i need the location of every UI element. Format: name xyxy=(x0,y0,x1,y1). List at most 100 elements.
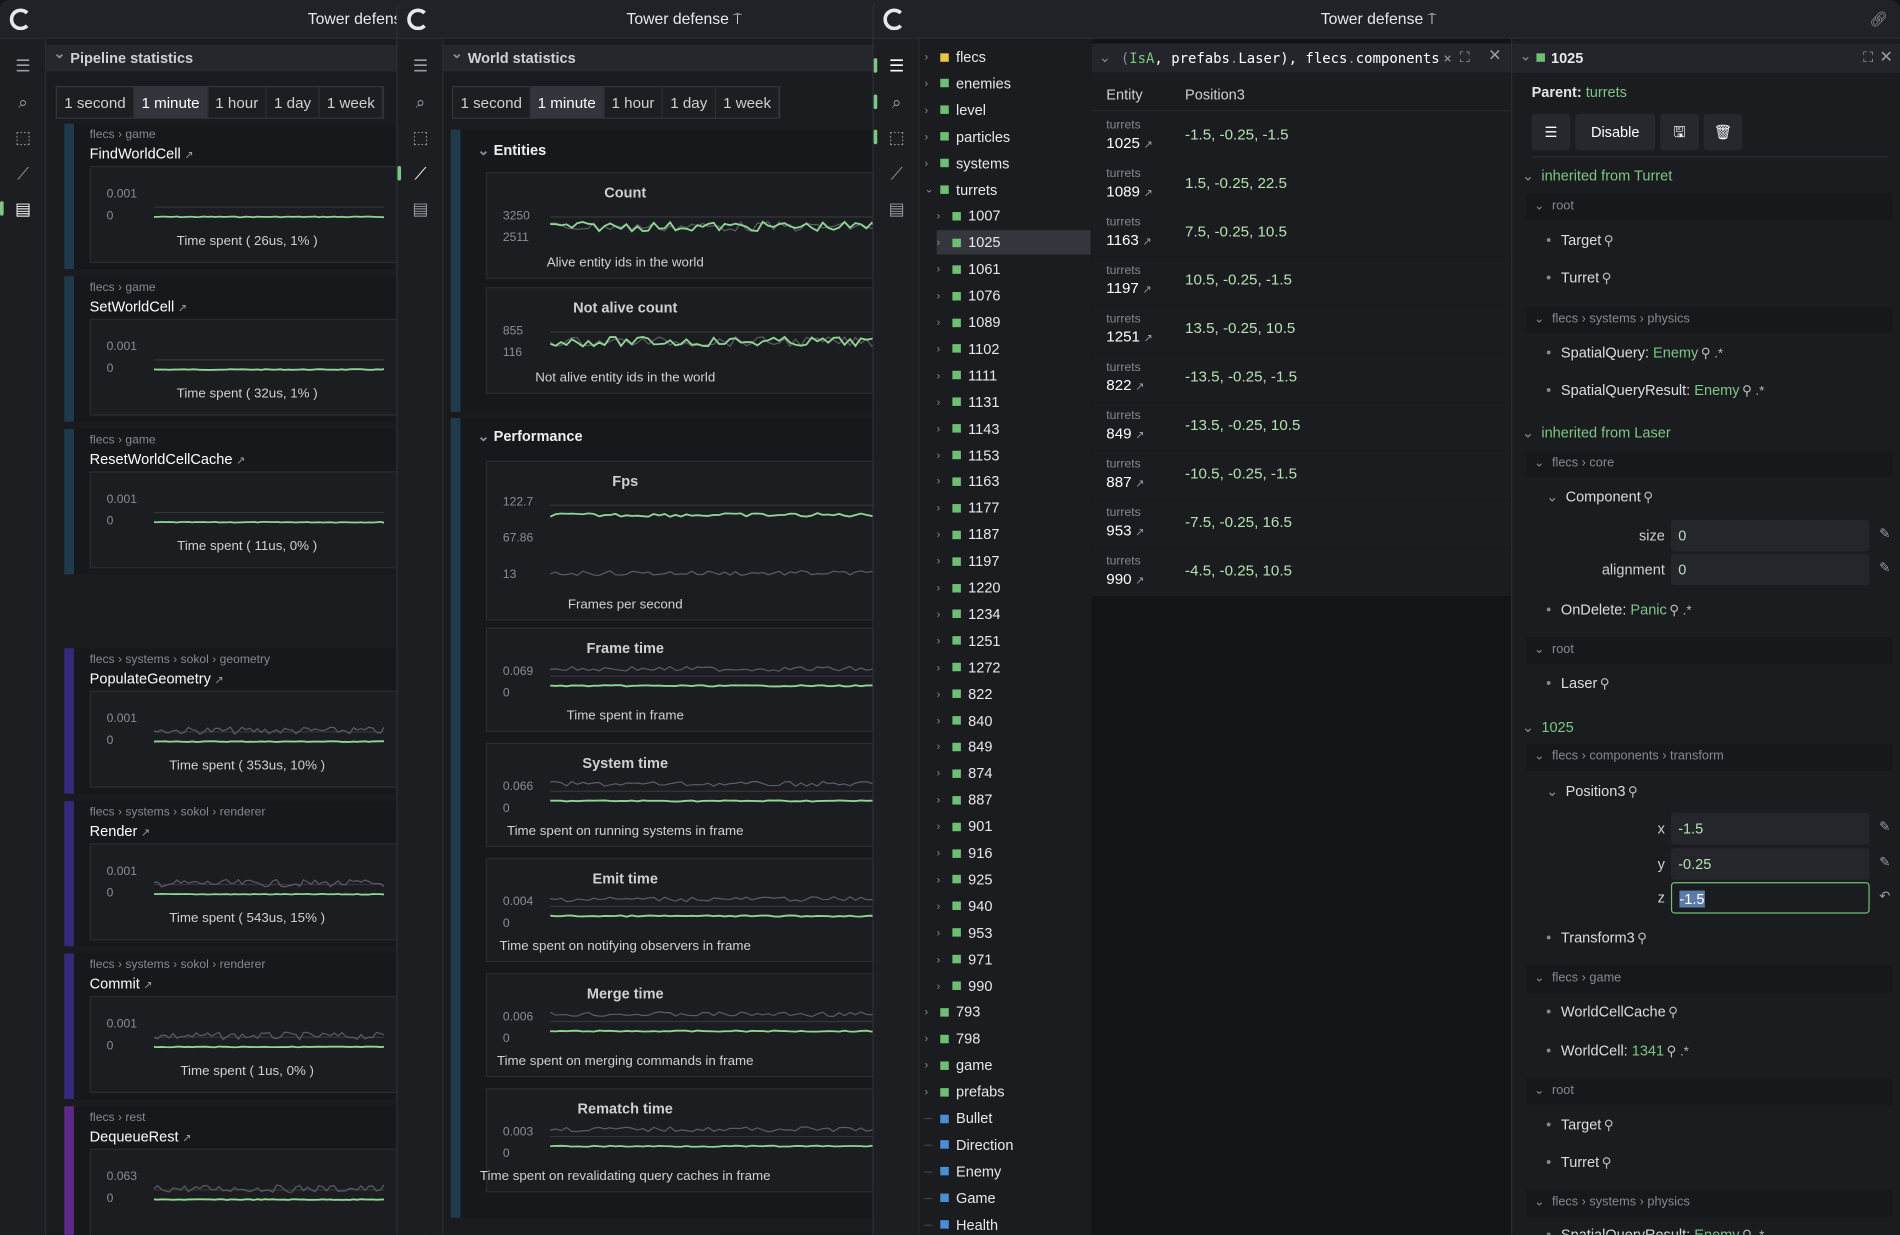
stats-chart-icon[interactable]: ⟋ xyxy=(414,162,427,183)
chevron-right-icon[interactable]: › xyxy=(936,475,941,488)
open-link-icon[interactable]: ↗ xyxy=(1143,332,1153,345)
chevron-right-icon[interactable]: › xyxy=(936,289,941,302)
entity-name[interactable]: 953 ↗ xyxy=(1106,522,1144,539)
tree-item[interactable]: › 1025 xyxy=(936,230,1091,255)
search-icon[interactable]: ⚲ xyxy=(1700,346,1711,362)
stats-chart-icon[interactable]: ⟋ xyxy=(17,162,29,183)
component-value[interactable]: Panic xyxy=(1630,601,1667,618)
tree-item[interactable]: › flecs xyxy=(925,45,1091,69)
chevron-down-icon[interactable]: ⌄ xyxy=(1534,748,1545,764)
field-input[interactable]: -1.5 xyxy=(1670,813,1870,845)
system-name-text[interactable]: PopulateGeometry xyxy=(89,670,211,688)
column-header-entity[interactable]: Entity xyxy=(1106,86,1143,103)
chevron-right-icon[interactable]: › xyxy=(936,342,941,355)
entity-name[interactable]: 1089 ↗ xyxy=(1106,183,1152,200)
chevron-down-icon[interactable]: ⌄ xyxy=(924,182,934,196)
system-name-text[interactable]: SetWorldCell xyxy=(89,298,175,316)
open-link-icon[interactable]: ↗ xyxy=(1135,477,1145,490)
chevron-down-icon[interactable]: ⌄ xyxy=(1534,311,1545,326)
tree-item[interactable]: › 953 xyxy=(937,921,1091,945)
chevron-right-icon[interactable]: › xyxy=(936,767,941,780)
chevron-right-icon[interactable]: › xyxy=(936,395,941,408)
field-value[interactable]: 0 xyxy=(1678,527,1687,545)
component-value[interactable]: 1341 xyxy=(1631,1042,1665,1060)
disable-button[interactable]: Disable xyxy=(1575,113,1656,151)
tab-1-minute[interactable]: 1 minute xyxy=(134,87,209,118)
table-row[interactable]: turrets 1089 ↗ 1.5, -0.25, 22.5 xyxy=(1091,159,1511,209)
inspector-section-header[interactable]: ⌄ 1025 xyxy=(1522,719,1900,736)
collapse-chevron-icon[interactable]: ⌄ xyxy=(1519,47,1532,65)
open-link-icon[interactable]: ↗ xyxy=(1135,525,1145,538)
section-header[interactable]: Entities xyxy=(477,142,547,159)
field-value[interactable]: -0.25 xyxy=(1678,855,1712,873)
chevron-down-icon[interactable]: ⌄ xyxy=(1534,642,1545,657)
system-name-text[interactable]: ResetWorldCellCache xyxy=(89,450,233,468)
chevron-right-icon[interactable]: › xyxy=(936,846,941,860)
chevron-down-icon[interactable]: ⌄ xyxy=(1534,198,1545,214)
module-group-header[interactable]: ⌄ root xyxy=(1526,1078,1893,1106)
component-item[interactable]: • OnDelete: Panic ⚲ .* xyxy=(1546,601,1900,618)
tree-item[interactable]: › 1163 xyxy=(937,469,1091,493)
module-group-header[interactable]: ⌄ flecs › game xyxy=(1526,965,1893,993)
system-name-text[interactable]: Render xyxy=(89,822,138,840)
tree-item[interactable]: › 1131 xyxy=(937,390,1091,414)
table-row[interactable]: turrets 1251 ↗ 13.5, -0.25, 10.5 xyxy=(1091,305,1511,354)
search-icon[interactable]: ⌕ xyxy=(18,91,28,111)
entity-name[interactable]: 849 ↗ xyxy=(1106,425,1144,442)
system-name[interactable]: Render ↗ xyxy=(90,823,150,840)
search-icon[interactable]: ⚲ xyxy=(1601,1155,1612,1171)
table-row[interactable]: turrets 887 ↗ -10.5, -0.25, -1.5 xyxy=(1091,450,1511,500)
system-name[interactable]: SetWorldCell ↗ xyxy=(90,298,187,315)
chevron-down-icon[interactable]: ⌄ xyxy=(1534,1194,1545,1210)
table-row[interactable]: turrets 953 ↗ -7.5, -0.25, 16.5 xyxy=(1091,499,1511,548)
tree-item[interactable]: ⌄ turrets xyxy=(925,178,1091,202)
edit-pencil-icon[interactable]: ✎ xyxy=(1879,527,1891,542)
search-icon[interactable]: ⚲ xyxy=(1668,1005,1678,1021)
tab-1-day[interactable]: 1 day xyxy=(267,87,320,118)
tree-item[interactable]: › game xyxy=(925,1053,1091,1077)
module-group-header[interactable]: ⌄ flecs › systems › physics xyxy=(1526,1189,1893,1217)
edit-pencil-icon[interactable]: ✎ xyxy=(1879,855,1891,871)
chevron-right-icon[interactable]: › xyxy=(936,634,941,647)
chevron-right-icon[interactable]: › xyxy=(936,448,941,462)
search-icon[interactable]: ⚲ xyxy=(1603,1118,1614,1133)
edit-pencil-icon[interactable]: ✎ xyxy=(1879,820,1891,835)
close-icon[interactable]: ✕ xyxy=(1488,46,1502,65)
chevron-right-icon[interactable]: › xyxy=(936,236,941,249)
table-row[interactable]: turrets 1025 ↗ -1.5, -0.25, -1.5 xyxy=(1091,111,1511,160)
tree-item[interactable]: › 798 xyxy=(925,1027,1091,1051)
close-icon[interactable]: ✕ xyxy=(1879,47,1893,66)
entity-name[interactable]: 1025 ↗ xyxy=(1106,134,1152,151)
tree-item[interactable]: › 1153 xyxy=(937,443,1091,467)
entity-name-text[interactable]: 953 xyxy=(1106,522,1132,540)
module-group-header[interactable]: ⌄ flecs › systems › physics xyxy=(1526,306,1893,334)
tab-1-hour[interactable]: 1 hour xyxy=(208,87,267,118)
component-value[interactable]: Enemy xyxy=(1694,381,1740,399)
chevron-right-icon[interactable]: › xyxy=(936,714,941,727)
module-group-header[interactable]: ⌄ flecs › core xyxy=(1526,450,1893,478)
search-icon[interactable]: ⌕ xyxy=(891,91,902,111)
table-row[interactable]: turrets 1197 ↗ 10.5, -0.25, -1.5 xyxy=(1091,256,1511,306)
chevron-right-icon[interactable]: › xyxy=(936,581,941,594)
inspect-icon[interactable]: ⬚ xyxy=(412,127,429,147)
tree-item[interactable]: ─ Bullet xyxy=(925,1106,1091,1130)
tab-1-week[interactable]: 1 week xyxy=(320,87,384,118)
tree-item[interactable]: › 971 xyxy=(937,947,1091,971)
search-icon[interactable]: ⌕ xyxy=(415,91,426,111)
inspect-icon[interactable]: ⬚ xyxy=(888,127,905,147)
system-name[interactable]: PopulateGeometry ↗ xyxy=(90,670,224,687)
tree-item[interactable]: › 1007 xyxy=(937,204,1091,228)
search-icon[interactable]: ⚲ xyxy=(1601,271,1612,286)
component-value[interactable]: Enemy xyxy=(1653,344,1699,362)
tree-item[interactable]: › 925 xyxy=(937,867,1091,891)
search-icon[interactable]: ⚲ xyxy=(1627,785,1638,800)
chevron-right-icon[interactable]: › xyxy=(924,1032,929,1045)
maximize-icon[interactable]: ⛶ xyxy=(1459,48,1470,66)
chevron-down-icon[interactable]: ⌄ xyxy=(1546,488,1559,506)
open-link-icon[interactable]: ↗ xyxy=(236,454,246,467)
component-expandable[interactable]: ⌄ Position3 ⚲ xyxy=(1546,783,1900,800)
chevron-right-icon[interactable]: › xyxy=(936,687,941,700)
tree-item[interactable]: › particles xyxy=(925,124,1091,148)
chevron-right-icon[interactable]: › xyxy=(924,1006,929,1019)
entity-name-text[interactable]: 887 xyxy=(1106,473,1132,491)
